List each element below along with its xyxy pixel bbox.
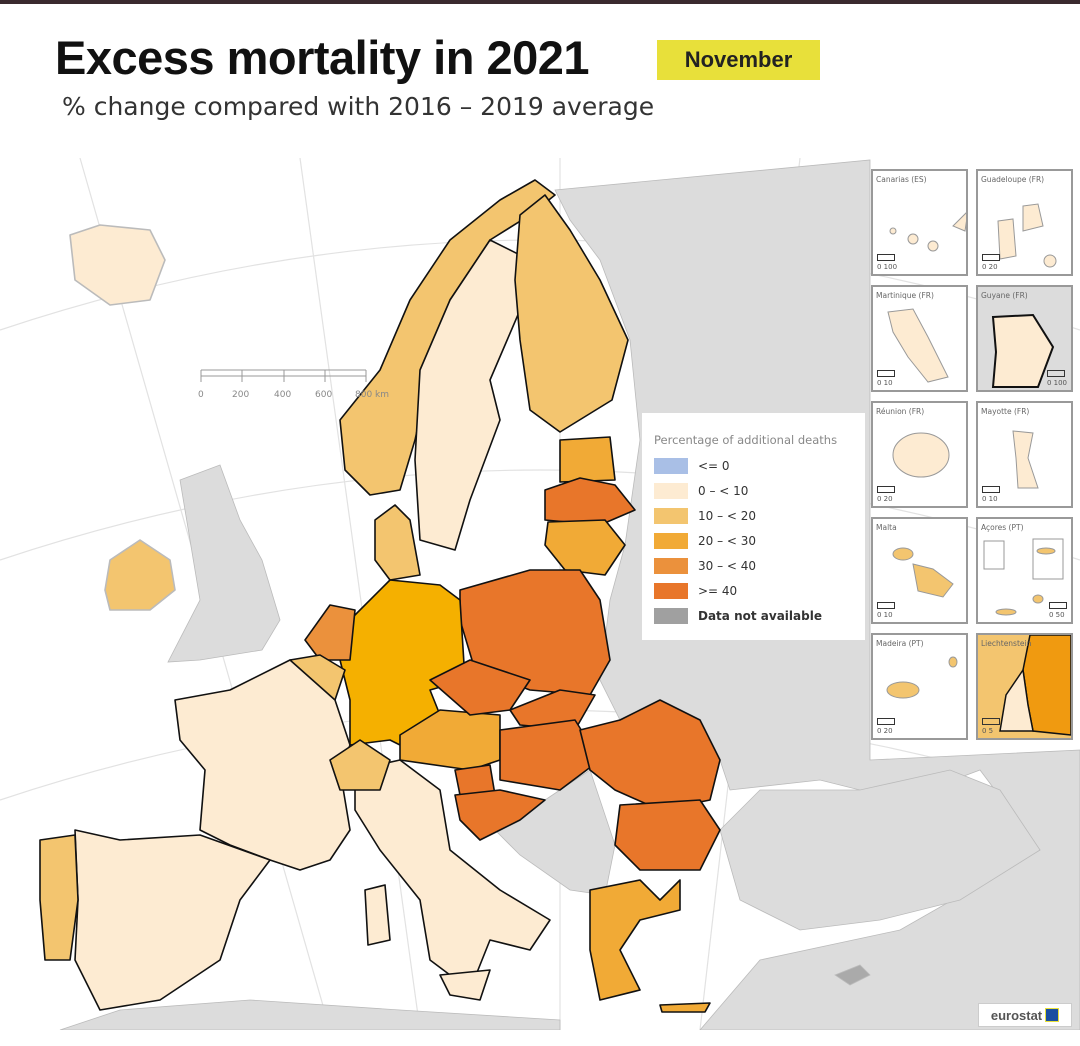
legend-label: Data not available (698, 609, 822, 623)
inset-label: Madeira (PT) (876, 639, 924, 648)
inset-acores: Açores (PT) 0 50 (976, 517, 1073, 624)
inset-label: Mayotte (FR) (981, 407, 1030, 416)
scale-tick: 0 (198, 390, 204, 400)
legend-item: 0 – < 10 (654, 483, 748, 499)
spain (74, 829, 271, 1011)
inset-label: Liechtenstein (981, 639, 1032, 648)
legend-swatch (654, 558, 688, 574)
lithuania (544, 519, 626, 576)
legend-label: 0 – < 10 (698, 484, 749, 498)
eu-flag-icon (1045, 1008, 1060, 1022)
ireland (104, 539, 176, 611)
scale-tick: 800 km (355, 390, 390, 400)
scale-bar-graphic (200, 369, 367, 382)
scale-tick: 600 (315, 390, 333, 400)
inset-scale: 0 20 (982, 254, 1000, 271)
legend-label: 20 – < 30 (698, 534, 757, 548)
inset-guadeloupe: Guadeloupe (FR) 0 20 (976, 169, 1073, 276)
iceland (69, 224, 166, 306)
sardinia (364, 884, 391, 946)
finland (514, 194, 629, 433)
france (174, 659, 351, 871)
legend-item: 20 – < 30 (654, 533, 756, 549)
turkey (719, 769, 1041, 931)
inset-liechtenstein: Liechtenstein 0 5 (976, 633, 1073, 740)
portugal (39, 834, 79, 961)
inset-label: Malta (876, 523, 897, 532)
inset-scale: 0 100 (1047, 370, 1067, 387)
subtitle: % change compared with 2016 – 2019 avera… (62, 92, 655, 121)
eurostat-logo: eurostat (978, 1003, 1072, 1027)
cyprus (834, 964, 871, 986)
top-bar (0, 0, 1080, 4)
legend-swatch (654, 458, 688, 474)
inset-scale: 0 5 (982, 718, 1000, 735)
estonia (559, 436, 616, 483)
italy (354, 759, 551, 991)
crete (659, 1002, 711, 1013)
legend-swatch (654, 583, 688, 599)
legend-item: <= 0 (654, 458, 730, 474)
romania (579, 699, 721, 811)
inset-scale: 0 10 (982, 486, 1000, 503)
uk (167, 464, 281, 663)
inset-scale: 0 100 (877, 254, 897, 271)
legend-swatch (654, 608, 688, 624)
legend-item: 30 – < 40 (654, 558, 756, 574)
legend: Percentage of additional deaths <= 0 0 –… (642, 413, 865, 640)
croatia (454, 789, 546, 841)
legend-label: <= 0 (698, 459, 730, 473)
scale-bar: 0 200 400 600 800 km (198, 368, 389, 400)
north-africa (59, 999, 561, 1030)
inset-label: Réunion (FR) (876, 407, 925, 416)
legend-label: 30 – < 40 (698, 559, 757, 573)
legend-item: 10 – < 20 (654, 508, 756, 524)
inset-mayotte: Mayotte (FR) 0 10 (976, 401, 1073, 508)
month-badge: November (657, 40, 820, 80)
sicily (439, 969, 491, 1001)
inset-madeira: Madeira (PT) 0 20 (871, 633, 968, 740)
denmark (374, 504, 421, 581)
inset-label: Guadeloupe (FR) (981, 175, 1045, 184)
legend-swatch (654, 533, 688, 549)
inset-label: Martinique (FR) (876, 291, 934, 300)
legend-swatch (654, 508, 688, 524)
inset-label: Açores (PT) (981, 523, 1024, 532)
bulgaria (614, 799, 721, 871)
legend-label: 10 – < 20 (698, 509, 757, 523)
inset-canarias: Canarias (ES) 0 100 (871, 169, 968, 276)
inset-scale: 0 20 (877, 718, 895, 735)
legend-item: Data not available (654, 608, 822, 624)
inset-reunion: Réunion (FR) 0 20 (871, 401, 968, 508)
sweden (414, 239, 531, 551)
inset-scale: 0 10 (877, 602, 895, 619)
scale-tick: 200 (232, 390, 250, 400)
inset-malta: Malta 0 10 (871, 517, 968, 624)
latvia (544, 477, 636, 526)
eu-countries (39, 179, 721, 1013)
legend-item: >= 40 (654, 583, 737, 599)
legend-label: >= 40 (698, 584, 738, 598)
inset-martinique: Martinique (FR) 0 10 (871, 285, 968, 392)
poland (459, 569, 611, 696)
inset-scale: 0 10 (877, 370, 895, 387)
inset-label: Canarias (ES) (876, 175, 927, 184)
legend-title: Percentage of additional deaths (654, 433, 838, 447)
inset-scale: 0 20 (877, 486, 895, 503)
greece (589, 879, 681, 1001)
balkans (494, 769, 616, 896)
page-title: Excess mortality in 2021 (55, 31, 590, 84)
logo-text: eurostat (990, 1007, 1043, 1023)
scale-tick: 400 (274, 390, 292, 400)
czechia (429, 659, 531, 716)
inset-guyane: Guyane (FR) 0 100 (976, 285, 1073, 392)
switzerland (329, 739, 391, 791)
hungary (499, 719, 601, 791)
norway (339, 179, 556, 496)
inset-scale: 0 50 (1049, 602, 1067, 619)
legend-swatch (654, 483, 688, 499)
inset-label: Guyane (FR) (981, 291, 1028, 300)
